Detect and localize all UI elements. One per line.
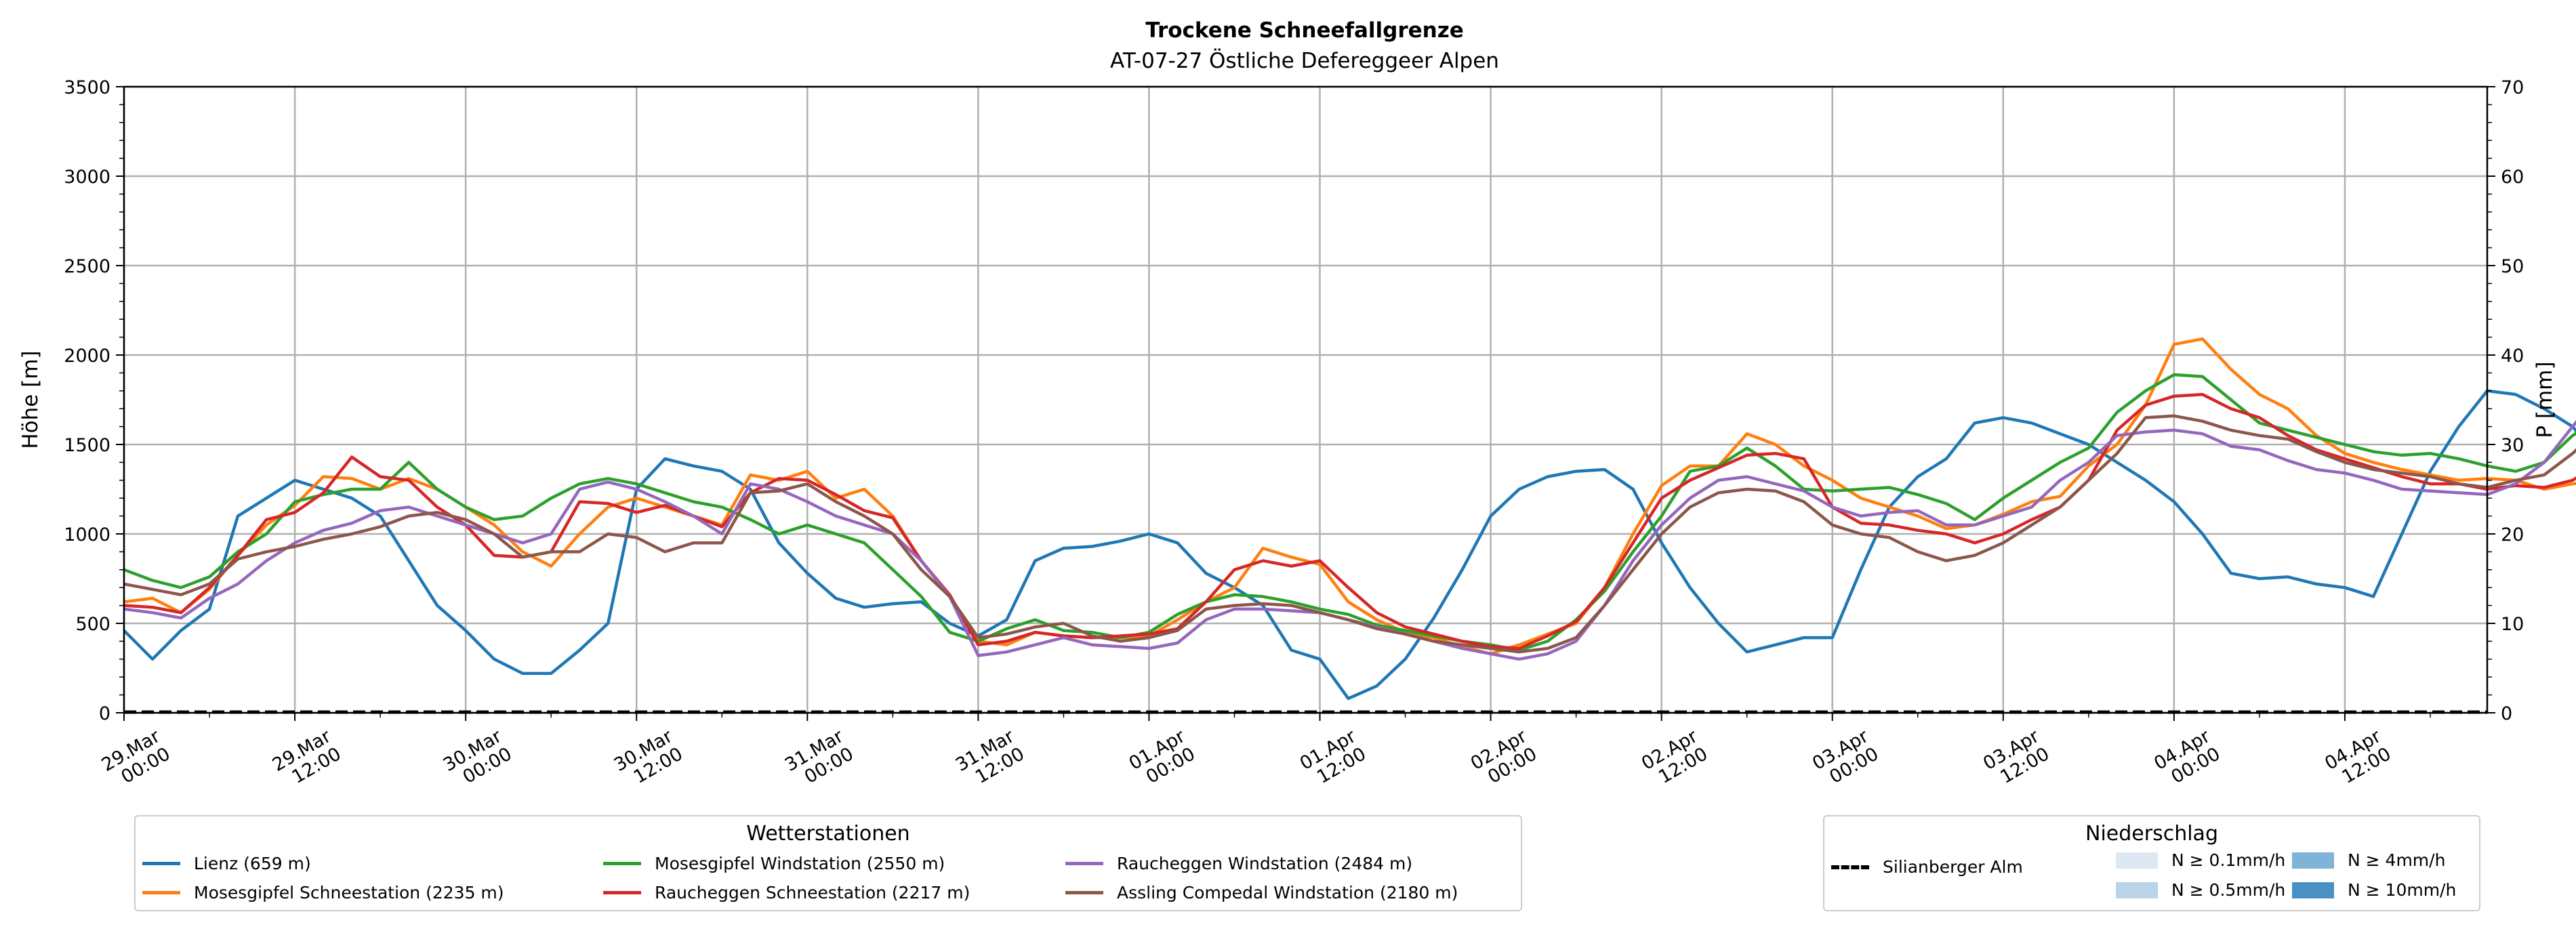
y-tick-label-left: 3000 xyxy=(64,167,110,188)
y-tick-label-right: 40 xyxy=(2501,346,2524,367)
legend-label: N ≥ 0.5mm/h xyxy=(2171,880,2286,900)
y-tick-label-right: 20 xyxy=(2501,524,2524,545)
series-layer xyxy=(123,337,2576,714)
y-tick-label-right: 70 xyxy=(2501,77,2524,98)
legend-swatch xyxy=(1065,862,1103,865)
series-line-2 xyxy=(123,373,2576,652)
series-line-4 xyxy=(123,419,2576,661)
legend-item-silianberger-alm: Silianberger Alm xyxy=(1831,857,2023,877)
legend-label: Mosesgipfel Schneestation (2235 m) xyxy=(194,883,504,903)
stations-legend-title: Wetterstationen xyxy=(746,822,910,846)
legend-item-raucheggen-wind: Raucheggen Windstation (2484 m) xyxy=(1065,854,1412,873)
series-line-5 xyxy=(123,414,2576,654)
legend-swatch xyxy=(142,891,180,894)
legend-patch xyxy=(2116,882,2158,898)
legend-item-precip-10: N ≥ 10mm/h xyxy=(2292,880,2456,900)
x-tick-label: 31.Mar12:00 xyxy=(952,726,1029,793)
legend-swatch xyxy=(603,862,641,865)
legend-swatch xyxy=(1065,891,1103,894)
legend-swatch xyxy=(142,862,180,865)
y-tick-label-right: 10 xyxy=(2501,614,2524,635)
dashed-line-swatch xyxy=(1831,865,1869,869)
x-tick-label: 02.Apr00:00 xyxy=(1467,726,1541,792)
chart-subtitle: AT-07-27 Östliche Defereggeer Alpen xyxy=(1110,48,1499,73)
y-tick-label-right: 50 xyxy=(2501,256,2524,277)
legend-label: Raucheggen Windstation (2484 m) xyxy=(1117,854,1413,873)
x-tick-label: 30.Mar12:00 xyxy=(611,726,687,793)
legend-label: N ≥ 4mm/h xyxy=(2348,850,2446,870)
x-tick-label: 04.Apr12:00 xyxy=(2321,726,2395,792)
legend-label: Mosesgipfel Windstation (2550 m) xyxy=(655,854,945,873)
y-tick-label-right: 60 xyxy=(2501,167,2524,188)
legend-label: N ≥ 10mm/h xyxy=(2348,880,2457,900)
y-tick-label-left: 1500 xyxy=(64,435,110,456)
legend-item-mosesgipfel-wind: Mosesgipfel Windstation (2550 m) xyxy=(603,854,945,873)
y-tick-label-left: 2500 xyxy=(64,256,110,277)
legend-item-precip-4: N ≥ 4mm/h xyxy=(2292,850,2445,870)
legend-item-precip-0-5: N ≥ 0.5mm/h xyxy=(2116,880,2285,900)
x-tick-label: 02.Apr12:00 xyxy=(1638,726,1712,792)
legend-label: Raucheggen Schneestation (2217 m) xyxy=(655,883,970,903)
legend-patch xyxy=(2116,852,2158,869)
x-tick-label: 01.Apr00:00 xyxy=(1126,726,1200,792)
precip-legend-title: Niederschlag xyxy=(2085,822,2218,846)
y-tick-label-left: 0 xyxy=(99,703,110,724)
legend-label: Silianberger Alm xyxy=(1883,857,2023,877)
x-tick-label: 29.Mar12:00 xyxy=(269,726,346,793)
legend-patch xyxy=(2292,882,2334,898)
x-tick-label: 29.Mar00:00 xyxy=(98,726,175,793)
y-axis-label-right: P [mm] xyxy=(2533,361,2557,438)
y-tick-label-right: 30 xyxy=(2501,435,2524,456)
series-line-3 xyxy=(123,392,2576,650)
legend-patch xyxy=(2292,852,2334,869)
legend-item-lienz: Lienz (659 m) xyxy=(142,854,311,873)
precip-legend: Niederschlag Silianberger Alm N ≥ 0.1mm/… xyxy=(1823,815,2480,911)
stations-legend: Wetterstationen Lienz (659 m) Mosesgipfe… xyxy=(134,815,1522,911)
series-line-0 xyxy=(123,389,2576,701)
chart-title: Trockene Schneefallgrenze xyxy=(1145,18,1464,43)
x-tick-label: 01.Apr12:00 xyxy=(1296,726,1370,792)
legend-item-assling: Assling Compedal Windstation (2180 m) xyxy=(1065,883,1458,903)
legend-label: N ≥ 0.1mm/h xyxy=(2171,850,2286,870)
y-tick-label-left: 1000 xyxy=(64,524,110,545)
y-tick-label-right: 0 xyxy=(2501,703,2512,724)
legend-item-precip-0-1: N ≥ 0.1mm/h xyxy=(2116,850,2285,870)
axes: 0 500 1000 1500 2000 2500 3000 3500 0 10 20 30 40 50 6… xyxy=(64,77,2524,793)
plot-frame xyxy=(123,85,2489,714)
y-tick-label-left: 2000 xyxy=(64,346,110,367)
legend-item-mosesgipfel-schnee: Mosesgipfel Schneestation (2235 m) xyxy=(142,883,504,903)
legend-swatch xyxy=(603,891,641,894)
y-tick-label-left: 500 xyxy=(75,614,110,635)
x-tick-label: 04.Apr00:00 xyxy=(2150,726,2224,792)
x-tick-label: 03.Apr12:00 xyxy=(1980,726,2053,792)
grid-lines xyxy=(123,85,2487,714)
x-tick-label: 31.Mar00:00 xyxy=(781,726,858,793)
legend-label: Assling Compedal Windstation (2180 m) xyxy=(1117,883,1458,903)
x-tick-label: 30.Mar00:00 xyxy=(440,726,516,793)
y-tick-label-left: 3500 xyxy=(64,77,110,98)
legend-label: Lienz (659 m) xyxy=(194,854,311,873)
legend-item-raucheggen-schnee: Raucheggen Schneestation (2217 m) xyxy=(603,883,970,903)
series-line-1 xyxy=(123,337,2576,656)
y-axis-label-left: Höhe [m] xyxy=(18,350,43,449)
x-tick-label: 03.Apr00:00 xyxy=(1809,726,1883,792)
